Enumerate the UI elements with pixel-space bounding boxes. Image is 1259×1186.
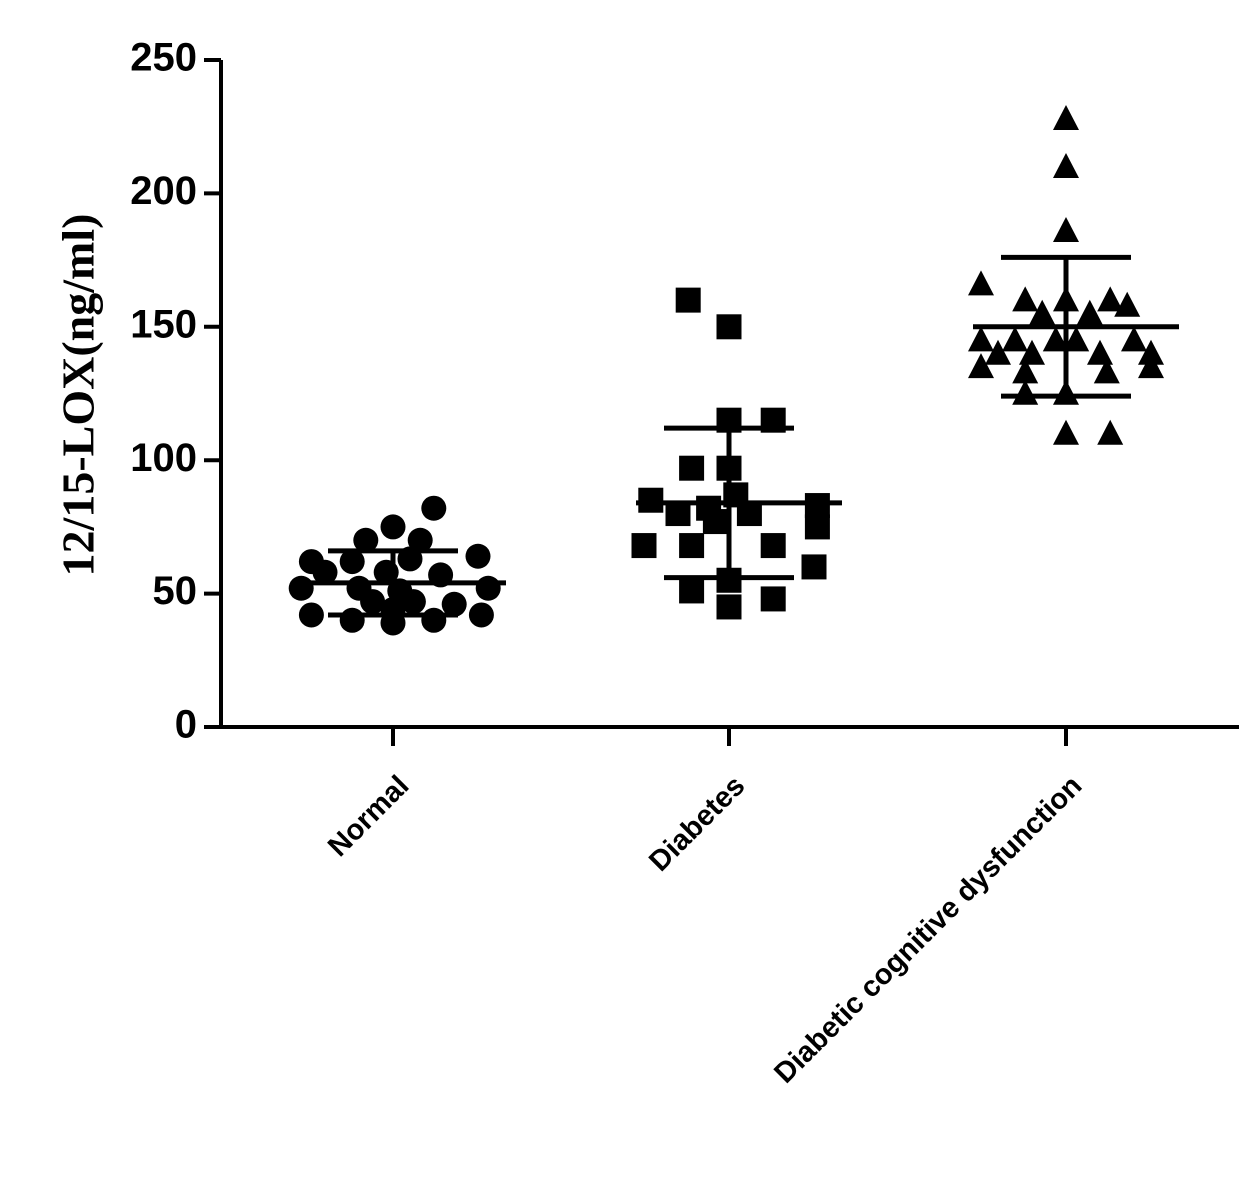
data-point-circle <box>465 543 491 569</box>
data-point-triangle <box>1012 286 1039 312</box>
plot-area: 0 50 100 150 200 250 Normal Diabetes Diabetic co… <box>130 36 1239 1090</box>
data-point-square <box>804 493 830 519</box>
data-point-triangle <box>1138 353 1164 379</box>
data-point-square <box>675 287 701 313</box>
y-tick-label: 100 <box>130 436 197 480</box>
data-point-circle <box>339 607 365 633</box>
data-point-triangle <box>1012 379 1039 405</box>
data-point-triangle <box>968 353 994 379</box>
data-point-triangle <box>1087 339 1113 365</box>
data-point-square <box>638 487 664 513</box>
y-tick-label: 250 <box>130 36 197 80</box>
y-tick-label: 0 <box>175 703 197 747</box>
x-category-label: Diabetic cognitive dysfunction <box>768 770 1088 1090</box>
data-point-circle <box>421 607 447 633</box>
data-point-triangle <box>1002 326 1028 352</box>
y-tick-label: 50 <box>153 569 198 613</box>
data-point-square <box>716 594 742 620</box>
data-point-triangle <box>985 339 1011 365</box>
data-point-circle <box>400 589 426 615</box>
data-point-circle <box>380 514 406 540</box>
data-point-circle <box>339 549 365 575</box>
data-point-triangle <box>1121 326 1147 352</box>
data-point-circle <box>312 559 338 585</box>
data-point-circle <box>360 589 386 615</box>
data-point-triangle <box>1063 326 1090 352</box>
data-point-triangle <box>1114 291 1141 317</box>
data-point-square <box>679 533 705 559</box>
y-axis-title: 12/15-LOX(ng/ml) <box>53 214 104 577</box>
data-point-triangle <box>1053 217 1079 243</box>
x-category-label: Normal <box>322 770 415 863</box>
data-point-circle <box>421 495 447 521</box>
data-point-triangle <box>1029 299 1056 325</box>
data-point-circle <box>441 591 467 617</box>
data-point-triangle <box>1053 152 1079 178</box>
data-point-square <box>760 533 786 559</box>
data-point-triangle <box>1053 419 1079 445</box>
data-point-triangle <box>1019 339 1045 365</box>
data-point-square <box>804 514 830 540</box>
data-point-circle <box>468 602 494 628</box>
data-point-triangle <box>1097 419 1124 445</box>
data-point-circle <box>353 527 379 553</box>
y-tick-label: 200 <box>130 169 197 213</box>
data-point-triangle <box>1138 339 1164 365</box>
data-point-square <box>801 554 827 580</box>
data-point-square <box>716 314 742 340</box>
data-point-square <box>702 509 728 535</box>
y-tick-label: 150 <box>130 302 197 346</box>
data-point-triangle <box>968 270 994 296</box>
data-point-triangle <box>1097 286 1124 312</box>
data-point-triangle <box>1012 358 1039 384</box>
data-point-triangle <box>1093 358 1120 384</box>
data-point-square <box>679 578 705 604</box>
data-point-circle <box>475 575 501 601</box>
data-point-circle <box>288 575 314 601</box>
data-point-triangle <box>1042 326 1069 352</box>
data-point-circle <box>298 602 324 628</box>
data-point-triangle <box>1076 299 1103 325</box>
data-point-square <box>760 586 786 612</box>
x-category-label: Diabetes <box>643 770 751 878</box>
data-point-triangle <box>968 326 994 352</box>
data-point-triangle <box>1053 104 1079 130</box>
data-point-circle <box>407 527 433 553</box>
data-point-square <box>679 455 705 481</box>
data-point-square <box>631 533 657 559</box>
